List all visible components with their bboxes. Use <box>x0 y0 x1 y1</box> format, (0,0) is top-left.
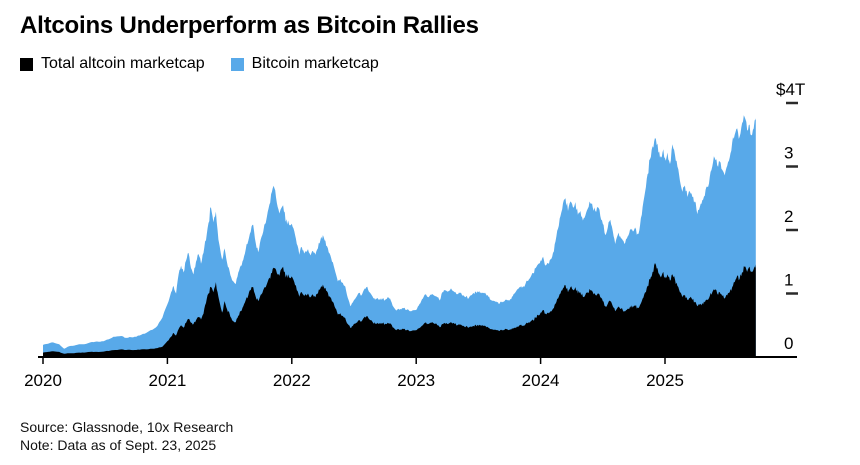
legend-label-bitcoin: Bitcoin marketcap <box>251 55 379 72</box>
x-tick-label: 2023 <box>397 371 435 390</box>
legend-item-altcoin: Total altcoin marketcap <box>20 55 205 73</box>
x-tick-label: 2025 <box>646 371 684 390</box>
x-tick-label: 2024 <box>522 371 560 390</box>
note-text: Note: Data as of Sept. 23, 2025 <box>20 437 217 453</box>
altcoin-swatch-icon <box>20 57 33 71</box>
bitcoin-swatch-icon <box>230 57 244 71</box>
chart-footer: Source: Glassnode, 10x Research Note: Da… <box>20 418 233 454</box>
y-tick-label: 3 <box>784 144 793 163</box>
y-tick-label: $4T <box>776 80 805 99</box>
legend-label-altcoin: Total altcoin marketcap <box>41 55 205 72</box>
y-tick-label: 0 <box>784 334 793 353</box>
altcoin-area-series <box>43 263 756 357</box>
x-tick-label: 2020 <box>24 371 62 390</box>
x-tick-label: 2021 <box>148 371 186 390</box>
legend-item-bitcoin: Bitcoin marketcap <box>230 55 379 73</box>
y-tick-label: 2 <box>784 207 793 226</box>
y-tick-label: 1 <box>784 271 793 290</box>
chart-title: Altcoins Underperform as Bitcoin Rallies <box>20 12 479 39</box>
source-text: Source: Glassnode, 10x Research <box>20 419 234 435</box>
legend: Total altcoin marketcap Bitcoin marketca… <box>20 55 379 73</box>
x-tick-label: 2022 <box>273 371 311 390</box>
